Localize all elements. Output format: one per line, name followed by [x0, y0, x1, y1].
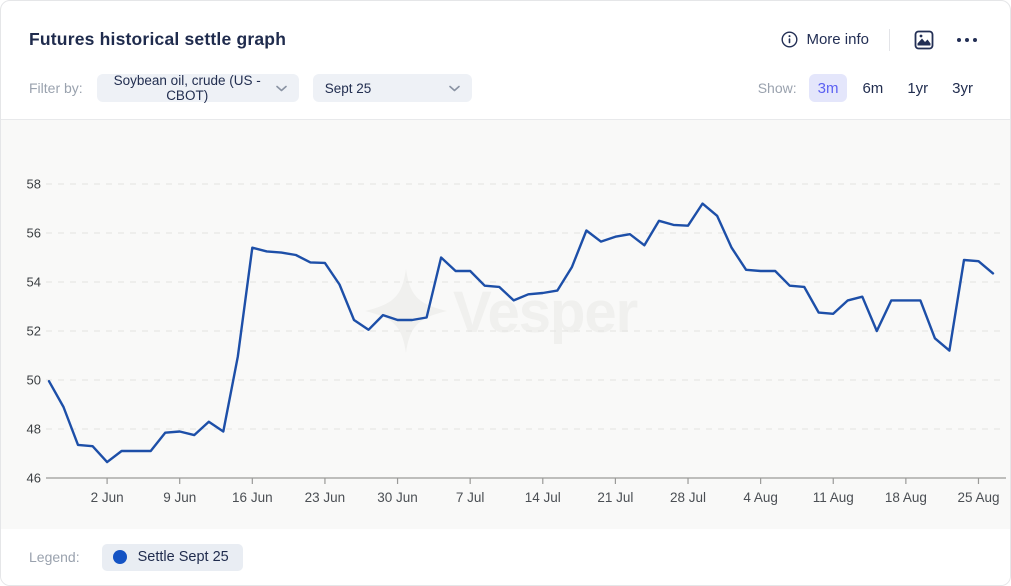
svg-text:9 Jun: 9 Jun	[163, 490, 196, 505]
svg-text:21 Jul: 21 Jul	[597, 490, 633, 505]
svg-text:30 Jun: 30 Jun	[377, 490, 418, 505]
settle-line-chart: Vesper 46 48 50 52 54 56 58 2 Jun 9 Jun 16 Jun 23 J…	[1, 120, 1010, 529]
contract-dropdown-value: Sept 25	[324, 80, 372, 96]
show-label: Show:	[757, 80, 797, 96]
show-range-group: Show: 3m 6m 1yr 3yr	[758, 74, 982, 102]
contract-dropdown[interactable]: Sept 25	[312, 74, 472, 102]
header-actions: More info	[781, 26, 982, 54]
image-icon	[914, 30, 934, 50]
show-option-3yr[interactable]: 3yr	[943, 74, 982, 102]
vesper-watermark-logo: Vesper	[365, 269, 639, 353]
chart-area[interactable]: Vesper 46 48 50 52 54 56 58 2 Jun 9 Jun 16 Jun 23 J…	[1, 119, 1010, 529]
product-dropdown-value: Soybean oil, crude (US - CBOT)	[113, 73, 261, 103]
svg-text:56: 56	[27, 226, 41, 241]
legend-series-label: Settle Sept 25	[137, 549, 229, 565]
show-option-3m[interactable]: 3m	[808, 74, 848, 102]
svg-text:58: 58	[27, 177, 41, 192]
svg-text:23 Jun: 23 Jun	[305, 490, 346, 505]
svg-text:4 Aug: 4 Aug	[743, 490, 778, 505]
filter-row: Filter by: Soybean oil, crude (US - CBOT…	[1, 57, 1010, 119]
legend-row: Legend: Settle Sept 25	[1, 528, 1010, 585]
more-info-label: More info	[806, 31, 869, 48]
more-info-button[interactable]: More info	[781, 31, 869, 48]
filter-by-label: Filter by:	[29, 80, 83, 96]
svg-text:2 Jun: 2 Jun	[91, 490, 124, 505]
svg-text:11 Aug: 11 Aug	[813, 490, 854, 505]
svg-text:14 Jul: 14 Jul	[525, 490, 561, 505]
svg-text:28 Jul: 28 Jul	[670, 490, 706, 505]
export-image-button[interactable]	[910, 26, 938, 54]
show-option-6m[interactable]: 6m	[853, 74, 892, 102]
ellipsis-icon	[956, 37, 978, 43]
svg-text:46: 46	[27, 471, 41, 486]
svg-text:Vesper: Vesper	[453, 280, 638, 345]
settle-price-line	[47, 202, 995, 464]
header-divider	[889, 28, 890, 51]
svg-text:52: 52	[27, 324, 41, 339]
page-title: Futures historical settle graph	[29, 29, 287, 49]
svg-text:48: 48	[27, 422, 41, 437]
legend-label: Legend:	[29, 549, 80, 565]
legend-item-settle[interactable]: Settle Sept 25	[101, 543, 243, 571]
card-header: Futures historical settle graph More inf…	[1, 1, 1010, 57]
info-icon	[781, 31, 798, 48]
svg-text:25 Aug: 25 Aug	[957, 490, 999, 505]
chevron-down-icon	[275, 85, 287, 92]
show-option-1yr[interactable]: 1yr	[898, 74, 937, 102]
svg-text:54: 54	[27, 275, 41, 290]
svg-text:50: 50	[27, 373, 41, 388]
more-options-button[interactable]	[952, 33, 982, 47]
chevron-down-icon	[448, 85, 460, 92]
svg-text:16 Jun: 16 Jun	[232, 490, 273, 505]
svg-text:18 Aug: 18 Aug	[885, 490, 927, 505]
legend-dot	[112, 550, 127, 564]
svg-text:7 Jul: 7 Jul	[456, 490, 485, 505]
product-dropdown[interactable]: Soybean oil, crude (US - CBOT)	[96, 73, 299, 103]
